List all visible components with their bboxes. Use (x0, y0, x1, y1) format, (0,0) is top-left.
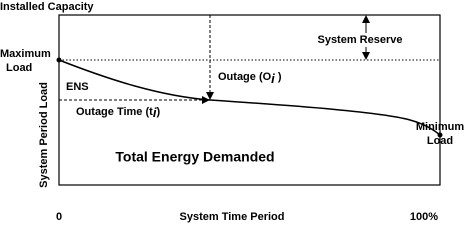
installed-capacity: Installed Capacity (0, 1, 94, 13)
maximum-label: Load (6, 62, 32, 74)
minimum-label: Load (427, 135, 453, 147)
outage-time-text: Outage Time (t (76, 106, 153, 118)
outage-sub: i (271, 71, 275, 86)
outage-time-label: Outage Time (ti) (76, 105, 160, 120)
max-point (56, 57, 62, 63)
x-start: 0 (56, 211, 62, 223)
system-reserve: System Reserve (317, 34, 402, 46)
total-energy: Total Energy Demanded (115, 149, 274, 165)
x-axis-label: System Time Period (180, 211, 285, 223)
outage-text: Outage (O (218, 71, 272, 83)
ens-label: ENS (66, 81, 89, 93)
outage-time-end: ) (156, 106, 160, 118)
min-point (437, 132, 443, 138)
y-axis-label: System Period Load (38, 82, 50, 188)
diagram: Installed Capacity Maximum Load System R… (0, 1, 464, 223)
load-curve (58, 59, 441, 136)
outage-end: ) (275, 71, 282, 83)
outage-time-sub: i (153, 105, 157, 120)
minimum-label: Minimum (416, 121, 464, 133)
x-end: 100% (410, 211, 438, 223)
maximum-label: Maximum (0, 48, 51, 60)
reserve-label-bg (313, 33, 408, 47)
outage-label: Outage (Oi ) (218, 71, 282, 87)
